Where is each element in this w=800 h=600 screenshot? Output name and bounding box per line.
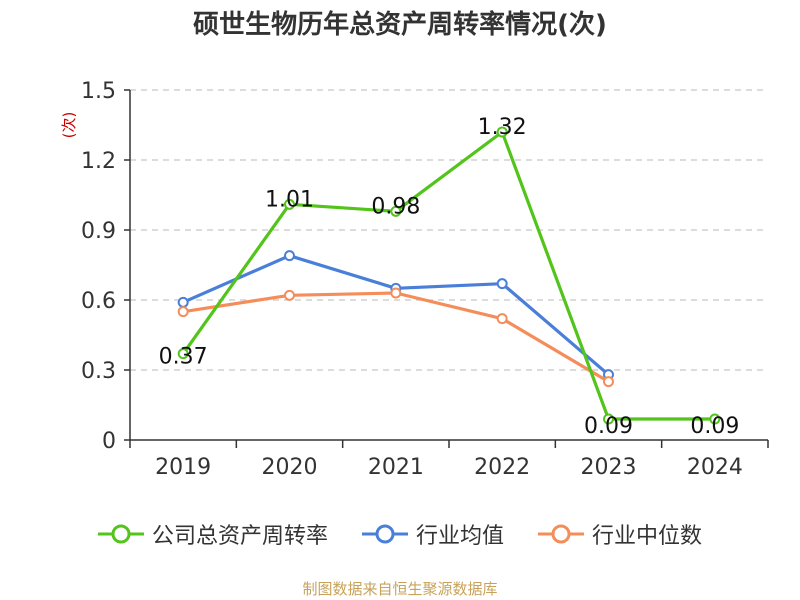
data-point-0 [284, 198, 295, 210]
legend-marker-series-2 [538, 524, 584, 544]
data-point-1 [284, 250, 295, 262]
x-tick-label: 2020 [262, 455, 318, 480]
chart-title: 硕世生物历年总资产周转率情况(次) [193, 10, 607, 40]
source-note: 制图数据来自恒生聚源数据库 [302, 580, 498, 598]
legend-label-series-1: 行业均值 [415, 524, 504, 549]
y-axis-label: (次) [60, 112, 78, 139]
legend-item-series-1[interactable]: 行业均值 [361, 518, 504, 550]
legend-item-series-0[interactable]: 公司总资产周转率 [97, 518, 328, 550]
y-tick-label: 0.9 [81, 219, 116, 244]
data-label: 1.32 [478, 115, 527, 140]
data-point-2 [177, 306, 189, 318]
x-tick-label: 2023 [581, 455, 637, 480]
data-point-0 [390, 205, 402, 217]
legend-marker-series-0 [97, 524, 144, 544]
y-tick-label: 0.3 [81, 359, 116, 384]
x-tick-label: 2021 [368, 455, 424, 480]
data-label: 0.98 [371, 194, 420, 219]
x-tick-label: 2022 [474, 455, 530, 480]
data-label: 0.09 [584, 414, 633, 439]
data-point-2 [284, 289, 295, 301]
data-point-2 [496, 313, 508, 325]
y-tick-label: 0 [102, 429, 116, 454]
data-point-0 [603, 413, 614, 425]
y-tick-label: 1.2 [81, 149, 116, 174]
y-tick-label: 1.5 [81, 79, 116, 104]
data-point-1 [177, 296, 189, 308]
data-label: 0.09 [690, 414, 739, 439]
x-tick-label: 2024 [687, 455, 743, 480]
data-point-0 [709, 413, 721, 425]
data-point-0 [496, 126, 508, 138]
data-point-0 [177, 348, 189, 360]
data-label: 0.37 [159, 345, 208, 370]
data-point-1 [496, 278, 508, 290]
series-line-0 [181, 130, 715, 421]
legend-item-series-2[interactable]: 行业中位数 [538, 518, 702, 550]
series-line-1 [182, 254, 610, 376]
legend-marker-series-1 [361, 524, 408, 544]
legend: 公司总资产周转率 行业均值 行业中位数 [0, 518, 800, 550]
data-point-2 [603, 376, 614, 388]
series-line-2 [182, 291, 610, 384]
x-tick-label: 2019 [155, 455, 211, 480]
legend-label-series-2: 行业中位数 [592, 524, 703, 549]
data-point-2 [390, 287, 402, 299]
y-tick-label: 0.6 [81, 289, 116, 314]
legend-label-series-0: 公司总资产周转率 [151, 524, 328, 549]
data-label: 1.01 [265, 187, 314, 212]
